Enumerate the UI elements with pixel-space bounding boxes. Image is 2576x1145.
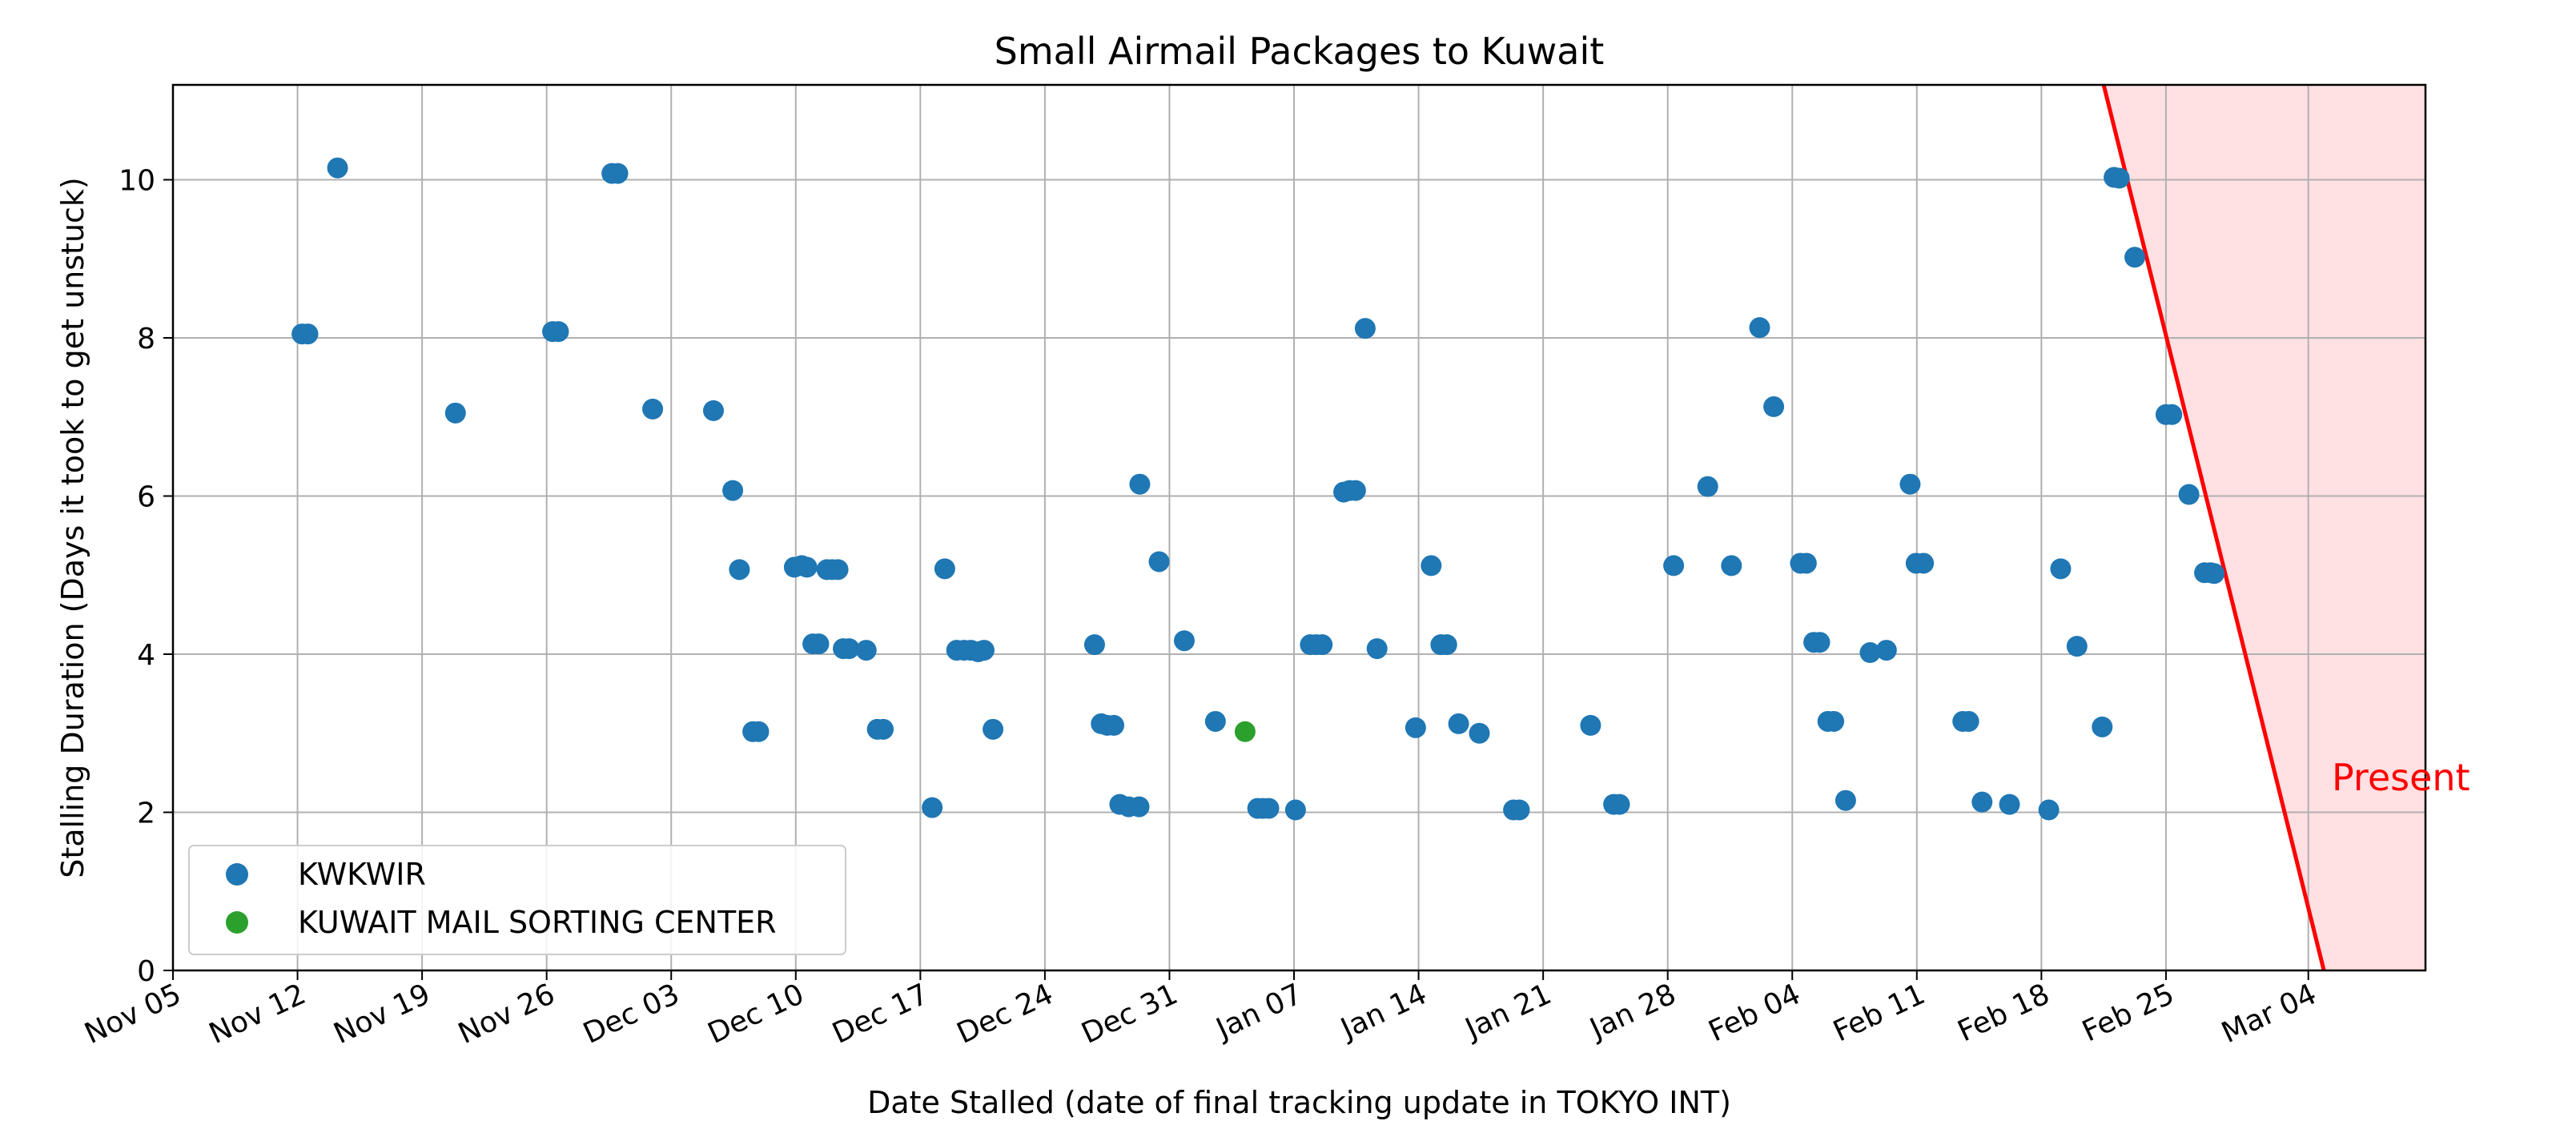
present-annotation: Present [2332, 756, 2470, 799]
point-kwkwir [1913, 552, 1935, 574]
point-kwkwir [729, 559, 750, 581]
point-kwkwir [607, 163, 629, 184]
point-kwkwir [1405, 717, 1426, 738]
point-kwkwir [1148, 551, 1170, 572]
legend-label-kuwait-mail-sorting-center: KUWAIT MAIL SORTING CENTER [298, 905, 777, 940]
point-kwkwir [1823, 710, 1845, 732]
y-tick-label: 4 [137, 639, 155, 672]
point-kwkwir [2124, 247, 2146, 268]
point-kwkwir [2092, 716, 2113, 737]
y-tick-label: 0 [137, 955, 155, 988]
plot-frame [171, 83, 2427, 972]
present-shaded-region [2104, 85, 2425, 970]
point-kwkwir [796, 556, 818, 578]
point-kwkwir [1284, 799, 1306, 821]
point-kwkwir [1795, 552, 1817, 574]
point-kwkwir [1749, 317, 1770, 339]
point-kwkwir [1366, 638, 1388, 660]
point-kwkwir [873, 718, 894, 740]
point-kwkwir [1580, 714, 1601, 736]
point-kwkwir [983, 718, 1004, 740]
legend-box [188, 845, 846, 955]
point-kwkwir [548, 321, 569, 343]
point-kwkwir [1421, 555, 1442, 577]
point-kwkwir [1509, 799, 1530, 821]
point-kwkwir [1663, 555, 1685, 577]
legend-marker-kwkwir [226, 863, 248, 886]
y-tick-label: 10 [119, 165, 155, 198]
point-kwkwir [1721, 555, 1742, 577]
point-kwkwir [1971, 791, 1993, 813]
y-axis-title: Stalling Duration (Days it took to get u… [55, 177, 90, 878]
point-kwkwir [2066, 636, 2088, 657]
point-kwkwir [827, 559, 849, 581]
point-kwkwir [1958, 710, 1979, 732]
point-kwkwir [2178, 484, 2200, 505]
point-kwkwir [1859, 642, 1881, 664]
point-kwkwir [973, 640, 995, 661]
y-tick-label: 2 [137, 797, 155, 830]
chart-title: Small Airmail Packages to Kuwait [995, 30, 1605, 73]
point-kwkwir [1609, 793, 1630, 815]
point-kwkwir [642, 398, 664, 420]
point-kwkwir [1258, 797, 1280, 819]
point-kwkwir [2050, 558, 2072, 580]
point-kwkwir [1204, 710, 1226, 732]
present-line [2101, 84, 2326, 971]
point-kwkwir [2204, 563, 2225, 585]
point-kwkwir [748, 721, 770, 742]
point-kwkwir [1312, 634, 1333, 656]
point-kwkwir [1469, 722, 1490, 744]
point-kwkwir [1083, 634, 1105, 656]
point-kwkwir [1173, 630, 1195, 652]
point-kwkwir [444, 402, 466, 424]
y-tick-label: 8 [137, 323, 155, 356]
legend-label-kwkwir: KWKWIR [298, 857, 426, 892]
point-kwkwir [2038, 799, 2060, 821]
point-kwkwir [1999, 793, 2020, 815]
point-kwkwir [722, 480, 744, 501]
point-kwkwir [2108, 167, 2130, 189]
point-kwkwir [1436, 634, 1457, 656]
point-kwkwir [2161, 404, 2183, 425]
x-axis-title: Date Stalled (date of final tracking upd… [867, 1085, 1731, 1120]
point-kwkwir [808, 633, 830, 655]
y-tick-label: 6 [137, 481, 155, 514]
point-kwkwir [1103, 714, 1125, 736]
point-kwkwir [1128, 796, 1150, 818]
point-kuwait-mail-sorting-center [1234, 721, 1256, 742]
point-kwkwir [1875, 640, 1897, 661]
point-kwkwir [1344, 480, 1366, 501]
point-kwkwir [703, 400, 725, 421]
point-kwkwir [1763, 396, 1785, 417]
point-kwkwir [1129, 473, 1151, 495]
point-kwkwir [1899, 473, 1921, 495]
point-kwkwir [855, 640, 877, 661]
point-kwkwir [1835, 789, 1856, 811]
point-kwkwir [297, 323, 319, 345]
point-kwkwir [934, 558, 955, 580]
legend: KWKWIR KUWAIT MAIL SORTING CENTER [188, 845, 846, 955]
point-kwkwir [1354, 318, 1376, 339]
point-kwkwir [1697, 476, 1718, 497]
present-line-layer [2101, 84, 2326, 971]
legend-marker-kuwait-mail-sorting-center [226, 911, 248, 934]
present-shaded-region-layer [2104, 85, 2425, 970]
point-kwkwir [922, 797, 943, 818]
point-kwkwir [327, 157, 348, 179]
point-kwkwir [838, 638, 860, 660]
point-kwkwir [1448, 713, 1469, 734]
point-kwkwir [1809, 632, 1831, 653]
points-layer [291, 157, 2225, 821]
